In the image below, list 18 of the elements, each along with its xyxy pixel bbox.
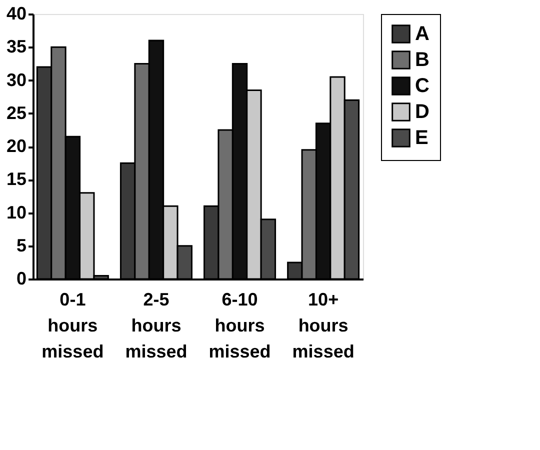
y-tick-label: 5 [16,235,26,256]
x-tick-label: 2-5 hours missed [125,290,188,362]
legend-label: B [415,49,430,71]
legend-label: C [415,75,430,97]
x-tick-label: 10+ hours missed [292,290,354,362]
x-tick-label: 6-10 hours missed [208,290,271,362]
x-tick-label: 0-1 hours missed [42,290,104,362]
y-tick-label: 20 [6,136,26,156]
y-tick-label: 15 [6,169,26,190]
y-tick-label: 40 [6,4,26,24]
y-tick-label: 0 [16,268,26,288]
legend-label: A [415,23,430,45]
y-tick-label: 30 [6,70,26,90]
y-tick-label: 10 [6,202,26,222]
legend-label: E [415,127,428,149]
y-tick-label: 25 [6,102,26,123]
y-tick-label: 35 [6,36,26,57]
legend-label: D [415,101,430,123]
